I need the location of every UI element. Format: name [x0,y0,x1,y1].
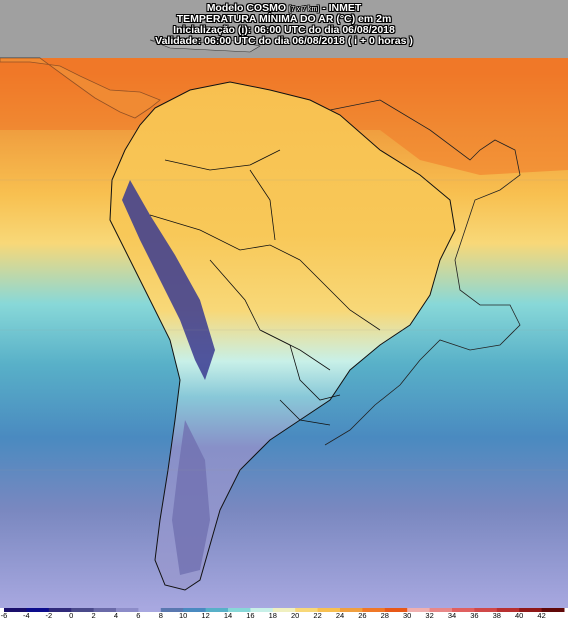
legend-swatch [295,608,319,612]
legend-tick-label: 8 [158,611,163,620]
legend-swatch [519,608,543,612]
legend-tick-label: 20 [291,611,300,620]
legend-tick-label: 32 [425,611,434,620]
model-institution: - INMET [322,2,362,14]
legend-tick-label: 28 [380,611,389,620]
legend-swatch [116,608,139,612]
legend-tick-label: 16 [246,611,255,620]
legend-swatch [340,608,363,612]
legend-tick-label: 6 [136,611,141,620]
legend-tick-label: 12 [201,611,210,620]
model-domain-outline [324,99,521,446]
legend-swatch [272,608,296,612]
legend-swatch [71,608,95,612]
legend-tick-label: 18 [268,611,277,620]
title-variable: TEMPERATURA MÍNIMA DO AR (°C) em 2m [176,13,392,25]
legend-swatch [541,608,565,612]
legend-swatch [160,608,184,612]
legend-tick-label: -2 [45,611,53,620]
legend-tick-label: 42 [537,611,546,620]
legend-tick-label: -4 [23,611,30,620]
legend-swatch [183,608,207,612]
legend-swatch [26,608,50,612]
legend-tick-label: 36 [470,611,479,620]
graticule [0,179,568,471]
legend-swatch [228,608,251,612]
legend-tick-label: 40 [515,611,524,620]
legend-tick-label: 2 [91,611,96,620]
title-model: Modelo COSMO [7 x 7 km] - INMET [0,3,568,15]
temperature-map [0,0,568,608]
legend-tick-label: 10 [179,611,188,620]
legend-swatch [250,608,274,612]
legend-swatch [93,608,117,612]
legend-tick-label: 30 [403,611,412,620]
out-of-domain-area [0,0,568,58]
legend-swatch [407,608,431,612]
legend-tick-label: 0 [69,611,74,620]
legend-swatch [429,608,453,612]
legend-swatch [452,608,475,612]
legend-tick-label: -6 [0,611,8,620]
title-initialization: Inicialização (i): 06:00 UTC do dia 06/0… [173,24,395,36]
legend-tick-label: 38 [492,611,501,620]
legend-swatch [496,608,520,612]
legend-tick-label: 26 [358,611,367,620]
legend-swatch [138,608,162,612]
caribbean-islands [149,39,261,53]
title-validity: Validade: 06:00 UTC do dia 06/08/2018 ( … [155,35,413,47]
legend-swatch [362,608,386,612]
legend-swatch [474,608,498,612]
legend-swatch [48,608,72,612]
legend-swatch [205,608,229,612]
legend-swatch [317,608,341,612]
color-legend [4,608,565,612]
legend-tick-label: 34 [447,611,457,620]
model-name: Modelo COSMO [206,2,287,14]
legend-tick-label: 22 [313,611,322,620]
legend-swatch [4,608,27,612]
patagonia-cold [172,420,210,575]
legend-tick-label: 4 [113,611,119,620]
legend-tick-label: 14 [223,611,233,620]
legend-swatch [384,608,408,612]
legend-tick-label: 24 [335,611,345,620]
model-resolution: [7 x 7 km] [288,6,320,13]
